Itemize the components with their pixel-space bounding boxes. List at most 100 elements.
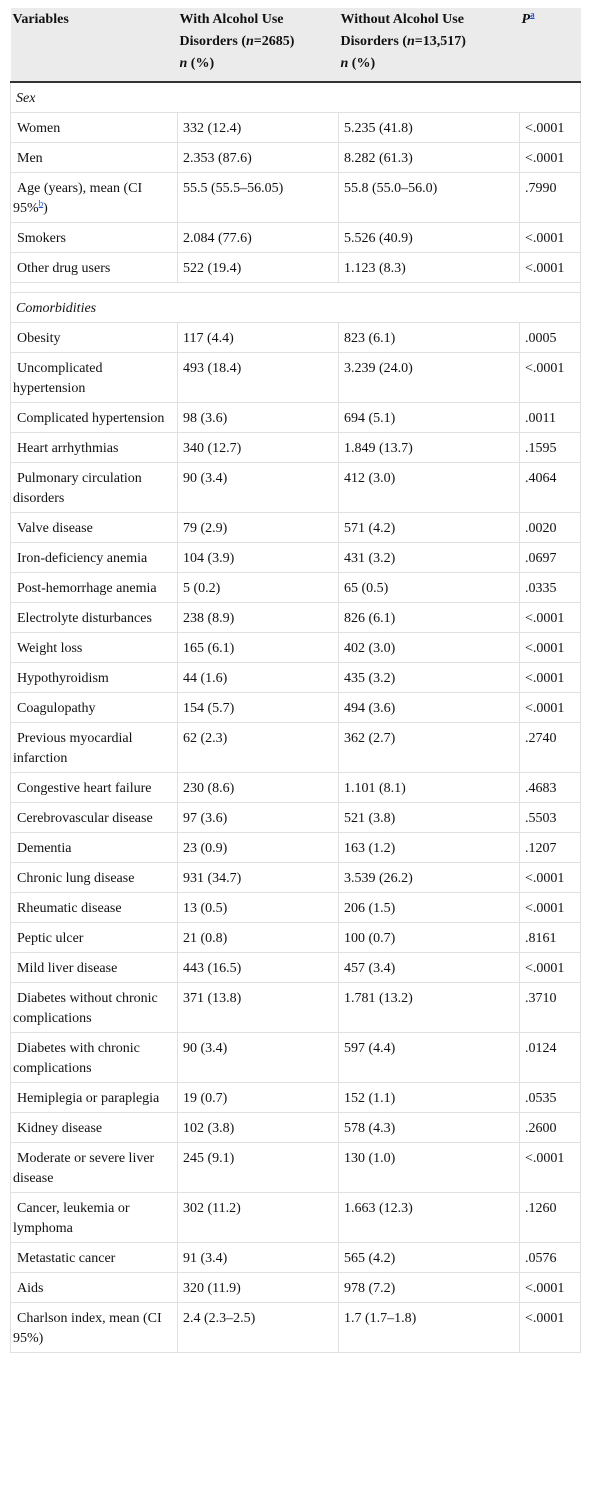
- table-row: Cancer, leukemia or lymphoma 302 (11.2) 1.…: [10, 1192, 581, 1243]
- value-cell: 2.084 (77.6): [177, 222, 339, 253]
- value-cell: 431 (3.2): [338, 542, 520, 573]
- table-row: Pulmonary circulation disorders 90 (3.4) 4…: [10, 462, 581, 513]
- value-cell: 443 (16.5): [177, 952, 339, 983]
- header-cell: Without Alcohol Use Disorders (n=13,517)…: [338, 8, 520, 83]
- value-cell: 494 (3.6): [338, 692, 520, 723]
- value-cell: 1.663 (12.3): [338, 1192, 520, 1243]
- header-text: With Alcohol Use Disorders (n=2685): [180, 9, 335, 53]
- value-cell: 332 (12.4): [177, 112, 339, 143]
- value-cell: 44 (1.6): [177, 662, 339, 693]
- variable-cell: Obesity: [10, 322, 178, 353]
- variable-cell: Chronic lung disease: [10, 862, 178, 893]
- text-run: Age (years), mean (CI 95%: [13, 181, 143, 216]
- text-run: =2685): [253, 34, 295, 49]
- variable-cell: Mild liver disease: [10, 952, 178, 983]
- value-cell: 823 (6.1): [338, 322, 520, 353]
- variable-cell: Kidney disease: [10, 1112, 178, 1143]
- variable-cell: Peptic ulcer: [10, 922, 178, 953]
- p-value-cell: <.0001: [519, 632, 581, 663]
- value-cell: 5 (0.2): [177, 572, 339, 603]
- value-cell: 90 (3.4): [177, 462, 339, 513]
- variable-cell: Uncomplicated hypertension: [10, 352, 178, 403]
- table-body: Sex Women 332 (12.4) 5.235 (41.8) <.0001 Men 2…: [10, 81, 581, 1353]
- variable-cell: Women: [10, 112, 178, 143]
- value-cell: 91 (3.4): [177, 1242, 339, 1273]
- spacer-cell: [10, 282, 581, 293]
- table-row: Diabetes without chronic complications 37…: [10, 982, 581, 1033]
- table-container: Variables With Alcohol Use Disorders (n=…: [10, 8, 581, 1353]
- footnote-link[interactable]: a: [530, 9, 535, 20]
- variable-cell: Smokers: [10, 222, 178, 253]
- data-table: Variables With Alcohol Use Disorders (n=…: [10, 8, 581, 1353]
- spacer-row: [10, 282, 581, 293]
- p-value-cell: .8161: [519, 922, 581, 953]
- variable-cell: Weight loss: [10, 632, 178, 663]
- value-cell: 694 (5.1): [338, 402, 520, 433]
- value-cell: 238 (8.9): [177, 602, 339, 633]
- p-value-cell: <.0001: [519, 1302, 581, 1353]
- table-row: Coagulopathy 154 (5.7) 494 (3.6) <.0001: [10, 692, 581, 723]
- p-value-cell: <.0001: [519, 662, 581, 693]
- value-cell: 571 (4.2): [338, 512, 520, 543]
- variable-cell: Rheumatic disease: [10, 892, 178, 923]
- section-title: Sex: [10, 81, 581, 113]
- text-run: With Alcohol Use Disorders (: [179, 12, 284, 49]
- variable-cell: Congestive heart failure: [10, 772, 178, 803]
- value-cell: 521 (3.8): [338, 802, 520, 833]
- text-run: ): [43, 201, 48, 216]
- value-cell: 98 (3.6): [177, 402, 339, 433]
- p-value-cell: .0335: [519, 572, 581, 603]
- value-cell: 230 (8.6): [177, 772, 339, 803]
- table-row: Hypothyroidism 44 (1.6) 435 (3.2) <.0001: [10, 662, 581, 693]
- p-value-cell: <.0001: [519, 862, 581, 893]
- p-value-cell: <.0001: [519, 112, 581, 143]
- superscript: a: [530, 9, 535, 19]
- table-row: Hemiplegia or paraplegia 19 (0.7) 152 (1.1…: [10, 1082, 581, 1113]
- table-row: Peptic ulcer 21 (0.8) 100 (0.7) .8161: [10, 922, 581, 953]
- variable-cell: Hemiplegia or paraplegia: [10, 1082, 178, 1113]
- table-row: Kidney disease 102 (3.8) 578 (4.3) .2600: [10, 1112, 581, 1143]
- value-cell: 13 (0.5): [177, 892, 339, 923]
- value-cell: 152 (1.1): [338, 1082, 520, 1113]
- variable-cell: Iron-deficiency anemia: [10, 542, 178, 573]
- value-cell: 206 (1.5): [338, 892, 520, 923]
- header-row: Variables With Alcohol Use Disorders (n=…: [10, 8, 581, 83]
- text-run: n: [246, 34, 254, 49]
- value-cell: 597 (4.4): [338, 1032, 520, 1083]
- value-cell: 8.282 (61.3): [338, 142, 520, 173]
- value-cell: 65 (0.5): [338, 572, 520, 603]
- value-cell: 100 (0.7): [338, 922, 520, 953]
- table-row: Mild liver disease 443 (16.5) 457 (3.4) <.0…: [10, 952, 581, 983]
- table-row: Obesity 117 (4.4) 823 (6.1) .0005: [10, 322, 581, 353]
- variable-cell: Cerebrovascular disease: [10, 802, 178, 833]
- variable-cell: Diabetes with chronic complications: [10, 1032, 178, 1083]
- value-cell: 19 (0.7): [177, 1082, 339, 1113]
- value-cell: 402 (3.0): [338, 632, 520, 663]
- p-value-cell: .3710: [519, 982, 581, 1033]
- variable-cell: Charlson index, mean (CI 95%): [10, 1302, 178, 1353]
- value-cell: 931 (34.7): [177, 862, 339, 893]
- text-run: n: [340, 56, 349, 71]
- text-run: P: [521, 12, 531, 27]
- variable-cell: Aids: [10, 1272, 178, 1303]
- value-cell: 117 (4.4): [177, 322, 339, 353]
- table-row: Other drug users 522 (19.4) 1.123 (8.3) <.0…: [10, 252, 581, 283]
- table-row: Dementia 23 (0.9) 163 (1.2) .1207: [10, 832, 581, 863]
- variable-cell: Heart arrhythmias: [10, 432, 178, 463]
- header-text: Pa: [522, 9, 577, 31]
- variable-cell: Dementia: [10, 832, 178, 863]
- superscript: b: [39, 198, 44, 208]
- value-cell: 1.7 (1.7–1.8): [338, 1302, 520, 1353]
- p-value-cell: .0535: [519, 1082, 581, 1113]
- value-cell: 522 (19.4): [177, 252, 339, 283]
- value-cell: 302 (11.2): [177, 1192, 339, 1243]
- table-row: Cerebrovascular disease 97 (3.6) 521 (3.8)…: [10, 802, 581, 833]
- value-cell: 130 (1.0): [338, 1142, 520, 1193]
- variable-cell: Hypothyroidism: [10, 662, 178, 693]
- p-value-cell: <.0001: [519, 352, 581, 403]
- variable-cell: Pulmonary circulation disorders: [10, 462, 178, 513]
- header-unit: n (%): [341, 53, 516, 75]
- footnote-link[interactable]: b: [38, 198, 44, 209]
- value-cell: 5.526 (40.9): [338, 222, 520, 253]
- value-cell: 163 (1.2): [338, 832, 520, 863]
